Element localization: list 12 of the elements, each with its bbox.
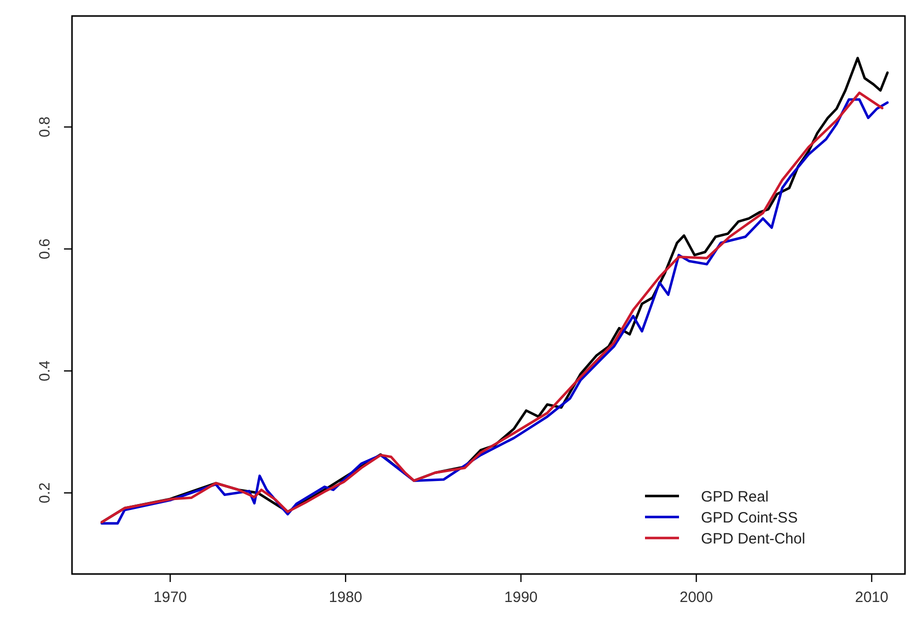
legend-label: GPD Coint-SS xyxy=(701,509,798,526)
x-tick-label: 1980 xyxy=(328,589,362,606)
y-tick-label: 0.2 xyxy=(36,482,54,504)
x-tick-label: 2010 xyxy=(854,589,888,606)
legend-label: GPD Real xyxy=(701,488,769,506)
y-tick-label: 0.8 xyxy=(36,116,54,138)
y-tick-label: 0.4 xyxy=(36,360,54,382)
legend-label: GPD Dent-Chol xyxy=(701,530,806,548)
y-tick-label: 0.6 xyxy=(36,238,54,260)
x-tick-label: 1990 xyxy=(504,589,538,606)
x-tick-label: 2000 xyxy=(680,589,713,606)
x-tick-label: 1970 xyxy=(154,589,187,606)
